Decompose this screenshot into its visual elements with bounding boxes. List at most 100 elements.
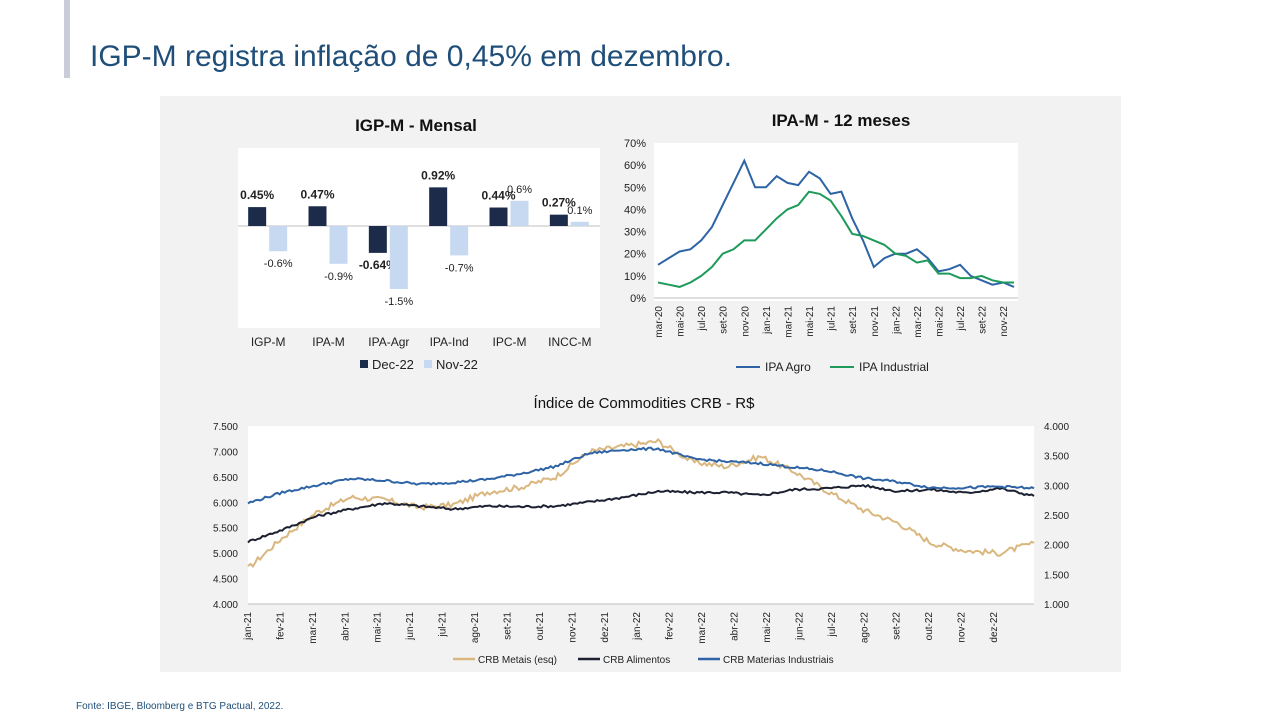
legend-swatch-nov-22	[424, 360, 432, 368]
crb-line-chart: 4.000 4.500 5.000 5.500 6.000 6.500 7.000 7.500…	[213, 422, 1069, 666]
bar-dec-22	[368, 226, 387, 253]
x-tick-label: jun-22	[794, 612, 805, 641]
x-tick-label: dez-21	[600, 612, 611, 643]
crb-chart-title: Índice de Commodities CRB - R$	[534, 395, 756, 412]
series-line-crb-metais-esq-	[247, 437, 1035, 569]
y-tick-label: 70%	[624, 138, 646, 150]
y-tick-label: 10%	[624, 271, 646, 283]
x-tick-label: mar-22	[913, 306, 924, 338]
legend-label: CRB Alimentos	[603, 655, 670, 666]
bar-data-label: -0.7%	[445, 262, 474, 274]
right-y-tick-label: 3.500	[1044, 452, 1069, 463]
y-tick-label: 50%	[624, 182, 646, 194]
x-tick-label: mar-20	[654, 306, 665, 338]
series-line-crb-alimentos	[247, 483, 1035, 544]
chart-panel: IGP-M - Mensal IPA-M - 12 meses Índice d…	[160, 96, 1121, 672]
x-tick-label: out-21	[535, 612, 546, 641]
legend-label-dec-22: Dec-22	[372, 357, 414, 372]
bar-data-label: -1.5%	[384, 296, 413, 308]
bar-category-label: IPA-Agr	[368, 335, 409, 349]
x-tick-label: ago-21	[470, 612, 481, 644]
bar-data-label: 0.6%	[507, 184, 532, 196]
x-tick-label: jul-21	[827, 306, 838, 332]
bar-data-label: -0.9%	[324, 271, 353, 283]
slide-title: IGP-M registra inflação de 0,45% em deze…	[90, 40, 732, 73]
charts-canvas: IGP-M - Mensal IPA-M - 12 meses Índice d…	[213, 111, 1069, 666]
legend-swatch-dec-22	[360, 360, 368, 368]
bar-data-label: 0.47%	[300, 187, 334, 201]
legend-label: IPA Industrial	[859, 360, 929, 374]
right-y-tick-label: 1.500	[1044, 570, 1069, 581]
bar-data-label: 0.1%	[567, 205, 592, 217]
x-tick-label: jan-22	[632, 612, 643, 641]
y-tick-label: 60%	[624, 160, 646, 172]
y-tick-label: 20%	[624, 249, 646, 261]
x-tick-label: mai-21	[805, 306, 816, 337]
bar-dec-22	[549, 214, 568, 226]
x-tick-label: mar-21	[308, 612, 319, 644]
right-y-tick-label: 2.500	[1044, 511, 1069, 522]
ipam-line-chart: 0% 10% 20% 30% 40% 50% 60% 70% mar-20 mai-20 jul-2…	[624, 138, 1018, 374]
igpm-bar-chart: IGP-M 0.45% -0.6% IPA-M 0.47% -0.9% IPA-Agr -0.…	[238, 168, 600, 372]
left-y-tick-label: 4.000	[213, 600, 238, 611]
x-tick-label: nov-22	[957, 612, 968, 643]
bar-nov-22	[450, 226, 469, 256]
x-tick-label: set-22	[892, 612, 903, 640]
y-tick-label: 40%	[624, 204, 646, 216]
bar-nov-22	[329, 226, 348, 264]
x-tick-label: mar-21	[783, 306, 794, 338]
bar-dec-22	[429, 187, 448, 226]
x-tick-label: mai-21	[373, 612, 384, 643]
y-tick-label: 30%	[624, 227, 646, 239]
x-tick-label: nov-21	[870, 306, 881, 337]
left-y-tick-label: 5.000	[213, 549, 238, 560]
bar-nov-22	[389, 226, 408, 289]
series-line-ipa-agro	[657, 158, 1015, 288]
x-tick-label: nov-21	[567, 612, 578, 643]
x-tick-label: jan-22	[891, 306, 902, 335]
x-tick-label: jul-22	[827, 612, 838, 638]
legend-label: CRB Materias Industriais	[723, 655, 834, 666]
bar-data-label: 0.44%	[481, 189, 515, 203]
bar-data-label: 0.27%	[542, 196, 576, 210]
x-tick-label: jan-21	[762, 306, 773, 335]
bar-category-label: IGP-M	[251, 335, 286, 349]
x-tick-label: mai-22	[762, 612, 773, 643]
bar-dec-22	[489, 207, 508, 226]
crb-chart-plot-area	[248, 426, 1034, 604]
bar-data-label: 0.92%	[421, 168, 455, 182]
bar-dec-22	[308, 206, 327, 226]
bar-data-label: 0.45%	[240, 188, 274, 202]
left-y-tick-label: 6.500	[213, 473, 238, 484]
x-tick-label: out-22	[924, 612, 935, 641]
source-note: Fonte: IBGE, Bloomberg e BTG Pactual, 20…	[76, 701, 284, 712]
bar-category-label: IPA-Ind	[430, 335, 469, 349]
legend-label: CRB Metais (esq)	[478, 655, 557, 666]
x-tick-label: jul-20	[697, 306, 708, 332]
x-tick-label: fev-22	[665, 612, 676, 640]
left-y-tick-label: 7.000	[213, 447, 238, 458]
legend-label-nov-22: Nov-22	[436, 357, 478, 372]
bar-category-label: IPA-M	[312, 335, 344, 349]
x-tick-label: mai-22	[934, 306, 945, 337]
line-chart-title: IPA-M - 12 meses	[772, 111, 911, 130]
bar-nov-22	[570, 221, 589, 226]
bar-category-label: IPC-M	[493, 335, 527, 349]
x-tick-label: dez-22	[989, 612, 1000, 643]
right-y-tick-label: 1.000	[1044, 600, 1069, 611]
legend-label: IPA Agro	[765, 360, 811, 374]
x-tick-label: set-21	[848, 306, 859, 334]
x-tick-label: ago-22	[859, 612, 870, 644]
bar-category-label: INCC-M	[548, 335, 591, 349]
x-tick-label: nov-22	[999, 306, 1010, 337]
left-y-tick-label: 4.500	[213, 575, 238, 586]
x-tick-label: set-21	[502, 612, 513, 640]
x-tick-label: abr-21	[340, 612, 351, 641]
left-y-tick-label: 7.500	[213, 422, 238, 433]
bar-chart-title: IGP-M - Mensal	[355, 116, 477, 135]
x-tick-label: mar-22	[697, 612, 708, 644]
x-tick-label: mai-20	[676, 306, 687, 337]
bar-chart-plot-area	[238, 148, 600, 328]
x-tick-label: jun-21	[405, 612, 416, 641]
x-tick-label: jul-21	[438, 612, 449, 638]
